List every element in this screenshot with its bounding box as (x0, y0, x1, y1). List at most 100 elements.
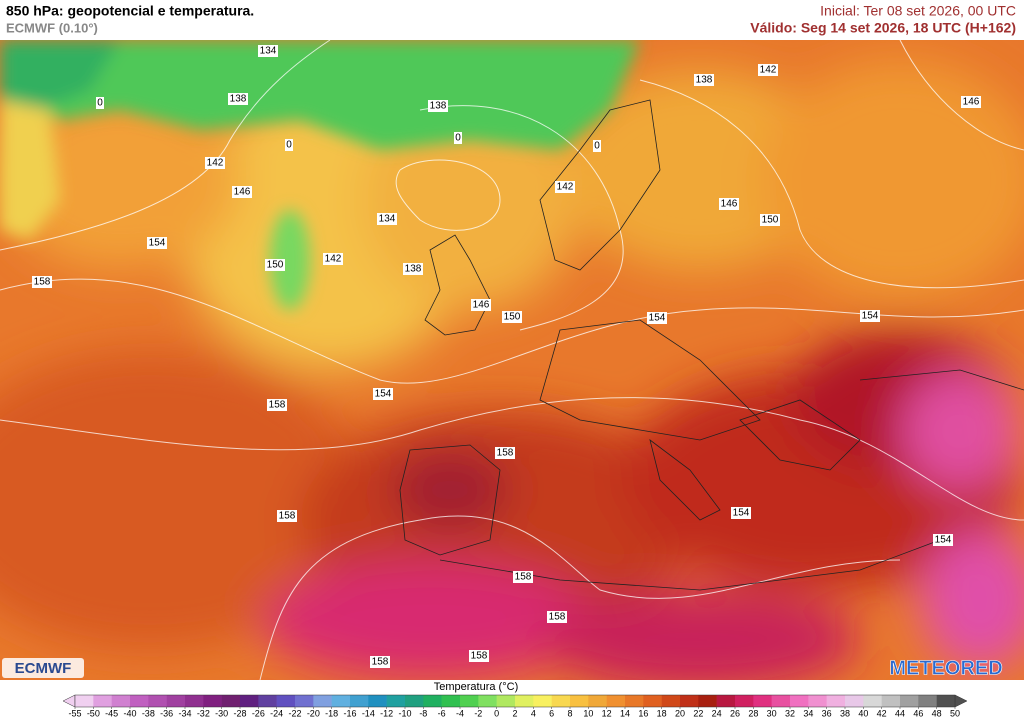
contour-label-box (205, 157, 225, 169)
colorbar-tick-label: 8 (567, 708, 572, 718)
colorbar-cell (900, 695, 919, 707)
colorbar-tick-label: 36 (822, 708, 832, 718)
colorbar-cell (93, 695, 112, 707)
contour-label-box (647, 312, 667, 324)
contour-label-box (228, 93, 248, 105)
colorbar-tick-label: -12 (380, 708, 393, 718)
colorbar-cell (203, 695, 222, 707)
colorbar-cell (441, 695, 461, 707)
colorbar-tick-label: 48 (932, 708, 942, 718)
contour-label-box (403, 263, 423, 275)
isotherm-label-box (454, 132, 462, 144)
contour-label: 154 (935, 535, 952, 546)
colorbar-tick-label: -10 (398, 708, 411, 718)
colorbar-cell (405, 695, 424, 707)
contour-label-box (555, 181, 575, 193)
colorbar-cell (350, 695, 369, 707)
contour-label-box (513, 571, 533, 583)
colorbar-tick-label: -36 (160, 708, 173, 718)
contour-label-box (860, 310, 880, 322)
contour-label: 158 (269, 400, 286, 411)
colorbar-arrow-right (954, 694, 968, 708)
colorbar-tick-label: 2 (512, 708, 517, 718)
contour-label-box (547, 611, 567, 623)
colorbar-title: Temperatura (°C) (434, 681, 518, 693)
colorbar-tick-label: 44 (895, 708, 905, 718)
colorbar-tick-label: -38 (142, 708, 155, 718)
colorbar-tick-label: 34 (803, 708, 813, 718)
colorbar-tick-label: -32 (197, 708, 210, 718)
colorbar-cell (845, 695, 864, 707)
valid-time: Válido: Seg 14 set 2026, 18 UTC (H+162) (750, 20, 1016, 36)
contour-label-box (370, 656, 390, 668)
contour-label: 150 (762, 215, 779, 226)
isotherm-label-box (96, 97, 104, 109)
contour-label: 150 (267, 260, 284, 271)
colorbar-tick-label: 30 (767, 708, 777, 718)
colorbar-tick-label: 42 (877, 708, 887, 718)
isotherm-label: 0 (594, 141, 600, 152)
colorbar-cell (918, 695, 937, 707)
colorbar-tick-label: -26 (252, 708, 265, 718)
title: 850 hPa: geopotencial e temperatura. (6, 3, 254, 19)
colorbar-cell (863, 695, 882, 707)
colorbar-tick-label: 10 (583, 708, 593, 718)
colorbar-cell (698, 695, 717, 707)
colorbar-tick-label: -55 (68, 708, 81, 718)
contour-label: 142 (325, 254, 342, 265)
contour-label: 146 (963, 97, 980, 108)
contour-label: 138 (230, 94, 247, 105)
contour-label-box (502, 311, 522, 323)
map: ECMWF METEORED (0, 40, 1024, 680)
colorbar-cell (496, 695, 516, 707)
colorbar-cell (753, 695, 772, 707)
colorbar-cell (661, 695, 681, 707)
contour-label: 146 (721, 199, 738, 210)
contour-label: 154 (649, 313, 666, 324)
contour-label-box (719, 198, 739, 210)
colorbar-tick-label: 20 (675, 708, 685, 718)
contour-labels: 134 138 138 138 142 146 142 142 146 134 146 150 154 1… (32, 45, 981, 668)
colorbar-tick-label: -30 (215, 708, 228, 718)
logo-right: METEORED (889, 657, 1002, 679)
colorbar-cell (515, 695, 534, 707)
colorbar-tick-label: -4 (456, 708, 464, 718)
colorbar-tick-label: -2 (474, 708, 482, 718)
colorbar-tick-label: 26 (730, 708, 740, 718)
contour-label-box (933, 534, 953, 546)
colorbar-cell (771, 695, 791, 707)
colorbar-cell (423, 695, 442, 707)
colorbar-tick-label: 4 (531, 708, 536, 718)
contour-label: 154 (149, 238, 166, 249)
contour-label-box (267, 399, 287, 411)
isotherm-label-box (285, 139, 293, 151)
colorbar-cell (808, 695, 827, 707)
contour-label: 138 (430, 101, 447, 112)
colorbar-cell (936, 695, 956, 707)
isotherm-label: 0 (455, 133, 461, 144)
logo-left: ECMWF (15, 660, 72, 677)
colorbar-tick-label: 18 (657, 708, 667, 718)
colorbar-cell (166, 695, 186, 707)
colorbar-cell (551, 695, 571, 707)
contour-label: 158 (372, 657, 389, 668)
colorbar-tick-label: -18 (325, 708, 338, 718)
contour-label-box (373, 388, 393, 400)
colorbar-cell (790, 695, 809, 707)
isotherm-label: 0 (97, 98, 103, 109)
contour-label: 134 (379, 214, 396, 225)
colorbar-cell (148, 695, 167, 707)
colorbar-cell (313, 695, 332, 707)
colorbar-cell (570, 695, 589, 707)
contour-label: 158 (471, 651, 488, 662)
colorbar-cell (606, 695, 626, 707)
contour-label: 158 (497, 448, 514, 459)
contour-label: 158 (549, 612, 566, 623)
colorbar-cell (185, 695, 204, 707)
colorbar-tick-label: -8 (419, 708, 427, 718)
colorbar-cell (295, 695, 314, 707)
contour-label-box (469, 650, 489, 662)
contour-label-box (232, 186, 252, 198)
colorbar-tick-label: -6 (438, 708, 446, 718)
contour-label: 150 (504, 312, 521, 323)
